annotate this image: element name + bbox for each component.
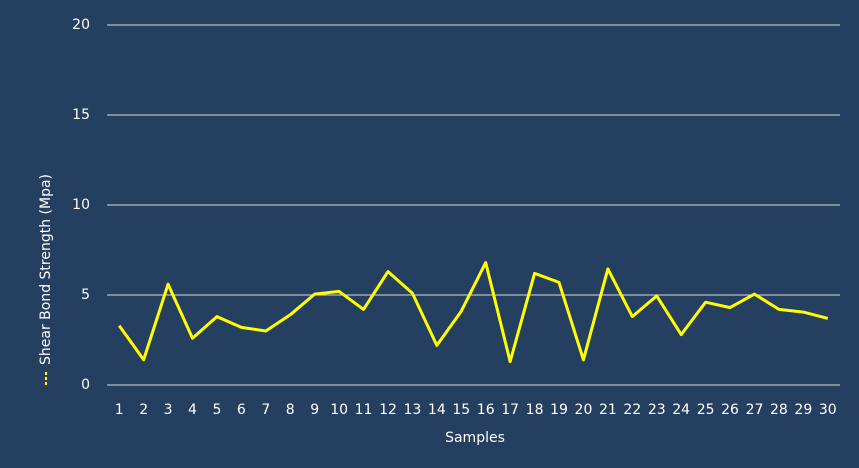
x-tick-label: 11 xyxy=(355,402,373,418)
x-tick-label: 26 xyxy=(721,402,739,418)
x-tick-label: 25 xyxy=(697,402,715,418)
x-tick-label: 19 xyxy=(550,402,568,418)
x-tick-label: 22 xyxy=(623,402,641,418)
x-tick-label: 29 xyxy=(794,402,812,418)
x-tick-label: 24 xyxy=(672,402,690,418)
x-tick-label: 17 xyxy=(501,402,519,418)
y-tick-label: 15 xyxy=(72,107,90,123)
x-tick-label: 1 xyxy=(115,402,124,418)
x-tick-label: 14 xyxy=(428,402,446,418)
x-tick-label: 20 xyxy=(575,402,593,418)
x-tick-label: 12 xyxy=(379,402,397,418)
x-tick-label: 7 xyxy=(261,402,270,418)
data-line xyxy=(117,261,829,364)
x-tick-label: 27 xyxy=(746,402,764,418)
y-axis-label-group: Shear Bond Strength (Mpa) xyxy=(38,174,54,385)
y-tick-label: 0 xyxy=(81,377,90,393)
x-axis-label: Samples xyxy=(445,430,505,446)
x-tick-label: 6 xyxy=(237,402,246,418)
x-tick-label: 5 xyxy=(212,402,221,418)
x-tick-label: 9 xyxy=(310,402,319,418)
x-tick-label: 18 xyxy=(526,402,544,418)
x-tick-label: 4 xyxy=(188,402,197,418)
x-tick-label: 30 xyxy=(819,402,837,418)
y-tick-label: 10 xyxy=(72,197,90,213)
x-tick-label: 23 xyxy=(648,402,666,418)
x-tick-label: 3 xyxy=(164,402,173,418)
x-tick-label: 16 xyxy=(477,402,495,418)
y-axis-label: Shear Bond Strength (Mpa) xyxy=(38,174,54,365)
x-tick-label: 10 xyxy=(330,402,348,418)
x-tick-label: 21 xyxy=(599,402,617,418)
x-tick-label: 2 xyxy=(139,402,148,418)
y-tick-label: 20 xyxy=(72,17,90,33)
x-tick-label: 8 xyxy=(286,402,295,418)
y-tick-label: 5 xyxy=(81,287,90,303)
x-tick-label: 15 xyxy=(452,402,470,418)
x-tick-label: 28 xyxy=(770,402,788,418)
x-tick-label: 13 xyxy=(404,402,422,418)
